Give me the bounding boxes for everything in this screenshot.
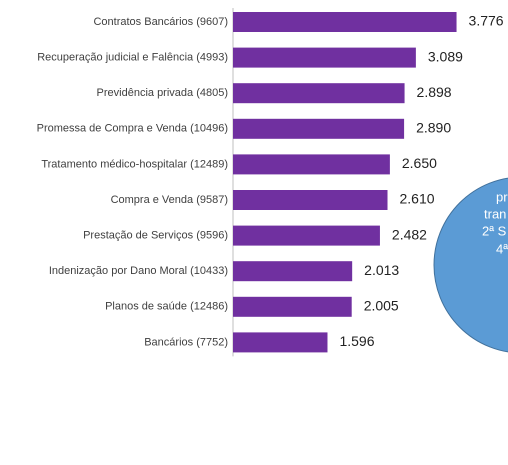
value-label: 2.005 <box>364 298 399 314</box>
bar <box>233 47 416 68</box>
annotation-text: tran <box>484 206 506 221</box>
bar <box>233 261 353 282</box>
annotation-text: 2ª S <box>482 223 507 238</box>
value-label: 2.650 <box>402 155 437 171</box>
category-label: Prestação de Serviços (9596) <box>83 230 228 242</box>
bar <box>233 225 380 246</box>
value-label: 2.013 <box>364 262 399 278</box>
value-label: 2.482 <box>392 226 427 242</box>
value-label: 2.610 <box>400 191 435 207</box>
bar <box>233 190 388 210</box>
category-label: Compra e Venda (9587) <box>111 194 228 206</box>
category-label: Previdência privada (4805) <box>97 87 228 99</box>
bar <box>233 118 405 139</box>
bar <box>233 296 352 317</box>
value-label: 3.089 <box>428 48 463 64</box>
annotation-circle <box>433 177 508 353</box>
bar <box>233 154 390 175</box>
value-label: 2.898 <box>417 84 452 100</box>
category-label: Indenização por Dano Moral (10433) <box>49 265 228 277</box>
annotation-text: - <box>504 161 508 176</box>
value-label: 1.596 <box>339 333 374 349</box>
bar <box>233 83 405 104</box>
value-label: 3.776 <box>469 13 504 29</box>
category-label: Promessa de Compra e Venda (10496) <box>37 123 228 135</box>
category-label: Bancários (7752) <box>144 336 228 348</box>
bar <box>233 12 457 32</box>
category-label: Planos de saúde (12486) <box>105 301 228 313</box>
category-label: Recuperação judicial e Falência (4993) <box>37 52 228 64</box>
annotation-text: pr <box>496 189 508 204</box>
category-label: Tratamento médico-hospitalar (12489) <box>41 158 228 170</box>
annotation-text: 4ª <box>496 241 508 256</box>
bar <box>233 332 328 353</box>
category-label: Contratos Bancários (9607) <box>93 16 228 28</box>
value-label: 2.890 <box>416 120 451 136</box>
